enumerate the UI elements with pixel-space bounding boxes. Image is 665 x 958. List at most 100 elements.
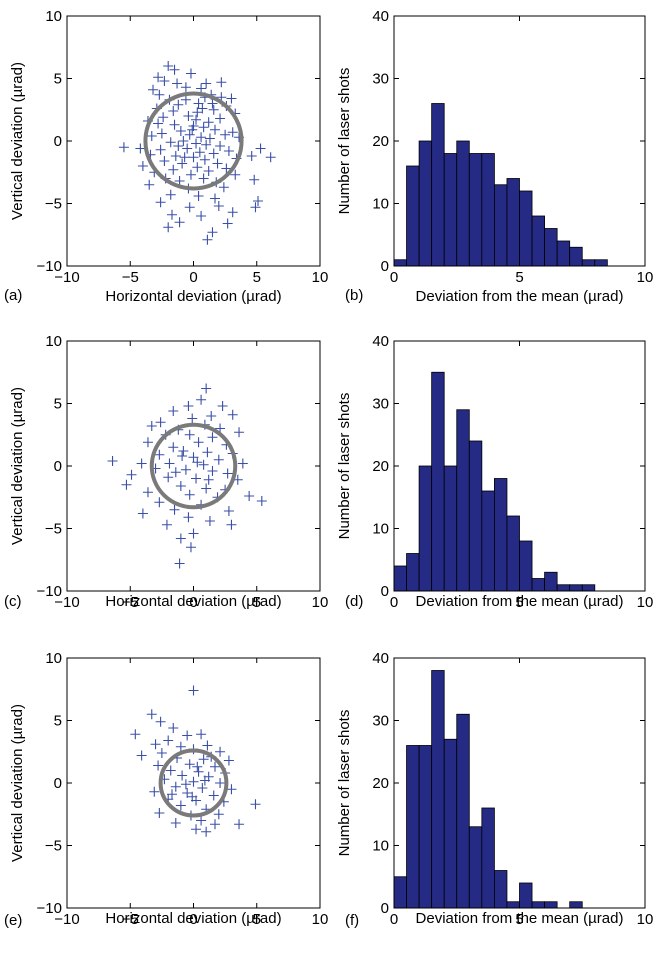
scatter-point <box>156 128 167 139</box>
y-tick-label: 5 <box>54 396 62 413</box>
x-tick-label: 10 <box>312 594 329 611</box>
scatter-point <box>197 783 208 793</box>
histogram-bar <box>569 901 583 909</box>
scatter-point <box>163 735 174 746</box>
scatter-point <box>198 754 209 765</box>
scatter-point <box>165 765 176 776</box>
scatter-point <box>215 746 226 757</box>
scatter-point <box>187 791 198 802</box>
scatter-point <box>144 179 155 190</box>
y-tick-label: 0 <box>54 775 62 792</box>
scatter-point <box>210 124 221 135</box>
scatter-point <box>170 818 181 828</box>
scatter-point <box>207 227 218 238</box>
dispersion-circle <box>143 91 244 191</box>
scatter-point <box>169 119 180 130</box>
scatter-point <box>142 437 153 448</box>
scatter-point <box>178 446 189 456</box>
scatter-point <box>175 126 186 136</box>
scatter-point <box>184 129 195 140</box>
scatter-point <box>192 457 203 468</box>
scatter-point <box>155 197 166 208</box>
scatter-point <box>170 151 181 161</box>
x-tick-label: 10 <box>312 911 329 928</box>
y-tick-label: 5 <box>54 713 62 730</box>
histogram-bar <box>493 184 508 267</box>
histogram-bar <box>393 565 407 592</box>
scatter-point <box>137 508 148 519</box>
scatter-point <box>156 748 167 758</box>
scatter-point <box>227 127 238 138</box>
histogram-bar <box>481 490 495 592</box>
y-tick-label: 10 <box>45 8 62 25</box>
scatter-point <box>253 196 264 206</box>
x-axis-label: Deviation from the mean (µrad) <box>416 288 624 305</box>
scatter-point <box>159 76 170 86</box>
scatter-point <box>175 533 186 544</box>
scatter-point <box>137 161 148 171</box>
histogram-bar <box>544 228 558 267</box>
scatter-point <box>250 202 261 213</box>
x-tick-label: 0 <box>390 911 398 928</box>
scatter-point <box>196 83 207 94</box>
histogram-bar <box>594 259 608 267</box>
histogram-bar <box>569 584 583 592</box>
y-tick-label: −10 <box>37 583 62 600</box>
scatter-point <box>166 209 177 220</box>
scatter-point <box>183 111 194 121</box>
scatter-point <box>177 451 188 461</box>
scatter-point <box>164 458 175 469</box>
x-tick-label: −5 <box>122 911 139 928</box>
histogram-bar <box>431 670 445 909</box>
scatter-point <box>174 176 185 186</box>
y-tick-label: 0 <box>381 258 389 275</box>
x-tick-label: 5 <box>515 269 523 286</box>
scatter-point <box>185 169 196 180</box>
y-tick-label: 0 <box>54 133 62 150</box>
y-tick-label: 30 <box>372 396 389 413</box>
panel-label: (b) <box>345 287 363 304</box>
panel-label: (c) <box>4 593 22 610</box>
histogram-bar <box>406 745 420 909</box>
panel-b: 0 5 10 0 10 20 30 40 Deviation from the mean (µr… <box>336 8 653 305</box>
axes-frame <box>66 340 321 592</box>
panel-label: (e) <box>4 912 22 929</box>
scatter-point <box>153 760 164 771</box>
scatter-point <box>208 790 219 801</box>
panel-label: (f) <box>345 912 359 929</box>
scatter-point <box>198 459 209 470</box>
y-axis-label: Number of laser shots <box>336 68 353 215</box>
histogram-bar <box>443 153 458 267</box>
scatter-point <box>174 558 185 569</box>
scatter-point <box>204 516 215 526</box>
scatter-point <box>149 786 160 797</box>
scatter-point <box>226 784 237 795</box>
scatter-point <box>249 174 260 185</box>
scatter-point <box>193 437 204 448</box>
y-axis-label: Number of laser shots <box>336 710 353 857</box>
x-tick-label: 5 <box>253 269 261 286</box>
scatter-point <box>136 750 147 761</box>
scatter-point <box>185 68 196 79</box>
scatter-point <box>168 723 179 733</box>
scatter-point <box>192 162 203 173</box>
scatter-point <box>223 755 234 766</box>
y-axis-label: Vertical deviation (µrad) <box>9 704 26 862</box>
y-tick-label: 20 <box>372 133 389 150</box>
x-axis-label: Deviation from the mean (µrad) <box>416 910 624 927</box>
scatter-point <box>154 89 165 100</box>
scatter-point <box>193 191 204 201</box>
histogram-bar <box>406 553 420 592</box>
histogram-bar <box>481 153 495 267</box>
scatter-point <box>196 729 207 740</box>
y-tick-label: 5 <box>54 71 62 88</box>
x-axis-label: Horizontal deviation (µrad) <box>105 910 281 927</box>
y-tick-label: 10 <box>372 838 389 855</box>
scatter-point <box>180 82 191 93</box>
scatter-point <box>223 146 234 156</box>
y-tick-label: −10 <box>37 258 62 275</box>
scatter-point <box>222 218 233 229</box>
histogram-bar <box>418 140 433 267</box>
scatter-point <box>193 766 204 777</box>
